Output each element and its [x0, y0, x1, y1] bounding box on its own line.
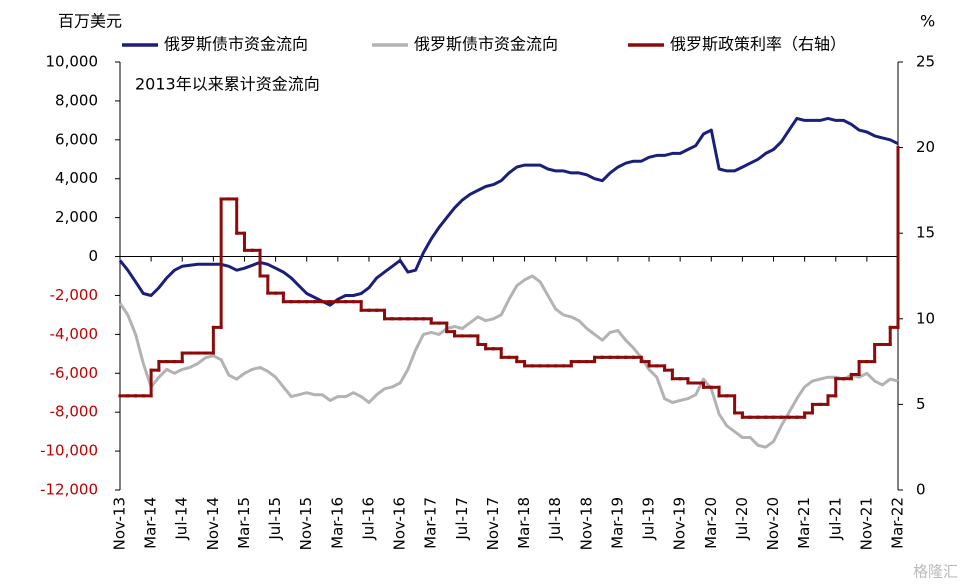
annotation: 2013年以来累计资金流向 — [135, 75, 320, 94]
x-tick-label: Nov-13 — [111, 497, 129, 550]
x-tick-label: Jul-20 — [733, 497, 751, 541]
y2-tick-label: 15 — [916, 224, 935, 242]
x-tick-label: Nov-20 — [764, 497, 782, 550]
x-tick-label: Jul-15 — [266, 497, 284, 541]
x-tick-label: Mar-14 — [142, 497, 160, 549]
x-tick-label: Jul-19 — [640, 497, 658, 541]
watermark: 格隆汇 — [913, 563, 958, 581]
x-tick-label: Jul-21 — [826, 497, 844, 541]
x-tick-label: Jul-18 — [546, 497, 564, 541]
y2-tick-label: 25 — [916, 53, 935, 71]
y-tick-label: -12,000 — [40, 481, 98, 499]
y2-tick-label: 20 — [916, 138, 935, 156]
x-tick-label: Jul-17 — [453, 497, 471, 541]
x-tick-label: Mar-17 — [422, 497, 440, 549]
y2-tick-label: 0 — [916, 481, 926, 499]
x-tick-label: Nov-21 — [857, 497, 875, 550]
y-axis-label: 百万美元 — [58, 12, 122, 31]
y-tick-label: 2,000 — [55, 208, 98, 226]
legend-label: 俄罗斯债市资金流向 — [164, 35, 308, 54]
y-tick-label: -10,000 — [40, 442, 98, 460]
x-tick-label: Nov-14 — [204, 497, 222, 550]
y-tick-label: -2,000 — [50, 286, 98, 304]
x-tick-label: Mar-19 — [608, 497, 626, 549]
x-tick-label: Nov-18 — [577, 497, 595, 550]
y-tick-label: 6,000 — [55, 130, 98, 148]
y-tick-label: 8,000 — [55, 91, 98, 109]
x-tick-label: Mar-22 — [889, 497, 907, 549]
y-tick-label: -4,000 — [50, 325, 98, 343]
x-tick-label: Mar-21 — [795, 497, 813, 549]
y-tick-label: -6,000 — [50, 364, 98, 382]
x-tick-label: Nov-15 — [297, 497, 315, 550]
x-tick-label: Mar-16 — [328, 497, 346, 549]
legend-label: 俄罗斯政策利率（右轴） — [670, 35, 846, 54]
y2-tick-label: 10 — [916, 309, 935, 327]
data-line — [118, 274, 899, 449]
y2-tick-label: 5 — [916, 395, 926, 413]
data-line — [118, 116, 899, 307]
y-tick-label: 0 — [88, 247, 98, 265]
y-tick-label: 10,000 — [46, 53, 99, 71]
x-tick-label: Nov-19 — [671, 497, 689, 550]
x-tick-label: Mar-18 — [515, 497, 533, 549]
y-tick-label: -8,000 — [50, 403, 98, 421]
x-tick-label: Jul-14 — [173, 497, 191, 541]
legend-label: 俄罗斯债市资金流向 — [414, 35, 558, 54]
x-tick-label: Mar-20 — [702, 497, 720, 549]
x-tick-label: Nov-16 — [391, 497, 409, 550]
y2-axis-label: % — [920, 12, 935, 31]
y-tick-label: 4,000 — [55, 169, 98, 187]
x-tick-label: Mar-15 — [235, 497, 253, 549]
x-tick-label: Nov-17 — [484, 497, 502, 550]
x-tick-label: Jul-16 — [359, 497, 377, 541]
